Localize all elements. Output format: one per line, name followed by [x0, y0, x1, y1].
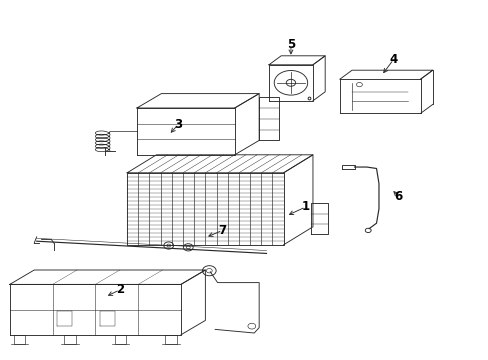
Text: 5: 5: [286, 39, 294, 51]
Text: 2: 2: [116, 283, 123, 296]
Text: 4: 4: [389, 53, 397, 66]
Text: 6: 6: [394, 190, 402, 203]
Text: 3: 3: [174, 118, 182, 131]
Text: 1: 1: [301, 201, 309, 213]
Text: 7: 7: [218, 224, 226, 237]
